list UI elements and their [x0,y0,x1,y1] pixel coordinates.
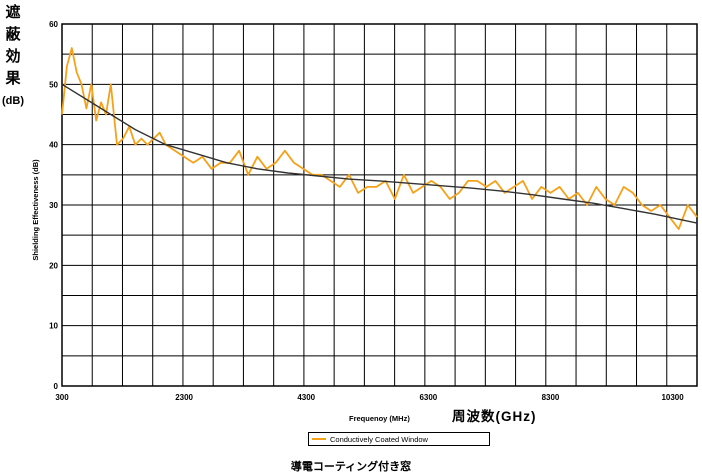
caption: 導電コーティング付き窓 [290,461,412,473]
y-axis-label-jp-char-2: 蔽 [5,26,21,43]
y-tick-label: 30 [49,201,58,210]
y-axis-label-jp-unit: (dB) [2,95,24,107]
x-tick-label: 300 [55,393,69,402]
y-axis-label-jp-char-1: 遮 [5,4,21,21]
series-line-coated-window [61,47,698,231]
x-tick-label: 2300 [175,393,193,402]
x-axis-label-jp: 周波数(GHz) [452,409,537,424]
y-axis-label-jp-char-3: 効 [5,48,21,65]
legend-swatch [312,438,326,440]
plot-border [61,23,698,387]
legend-label: Conductively Coated Window [330,434,428,444]
y-tick-label: 60 [49,20,58,29]
x-tick-label: 10300 [661,393,684,402]
x-tick-label: 8300 [542,393,560,402]
series-layer [61,47,698,231]
x-axis-label: Frequenoy (MHz) [349,414,410,423]
series-line-trend [61,83,698,224]
y-axis-label-jp-char-4: 果 [5,70,21,87]
y-axis-label-jp: 遮 蔽 効 果 (dB) [2,2,24,112]
y-axis-label: Shielding Effectiveness (dB) [31,159,40,261]
grid [61,23,698,387]
y-tick-label: 50 [49,80,58,89]
y-tick-label: 40 [49,141,58,150]
y-tick-label: 20 [49,261,58,270]
tick-labels: 0 10 20 30 40 50 60 300 2300 4300 6300 8300 10300 [49,20,684,402]
legend: Conductively Coated Window [308,432,490,446]
y-tick-label: 10 [49,322,58,331]
x-tick-label: 6300 [419,393,437,402]
y-tick-label: 0 [54,382,59,391]
x-tick-label: 4300 [297,393,315,402]
